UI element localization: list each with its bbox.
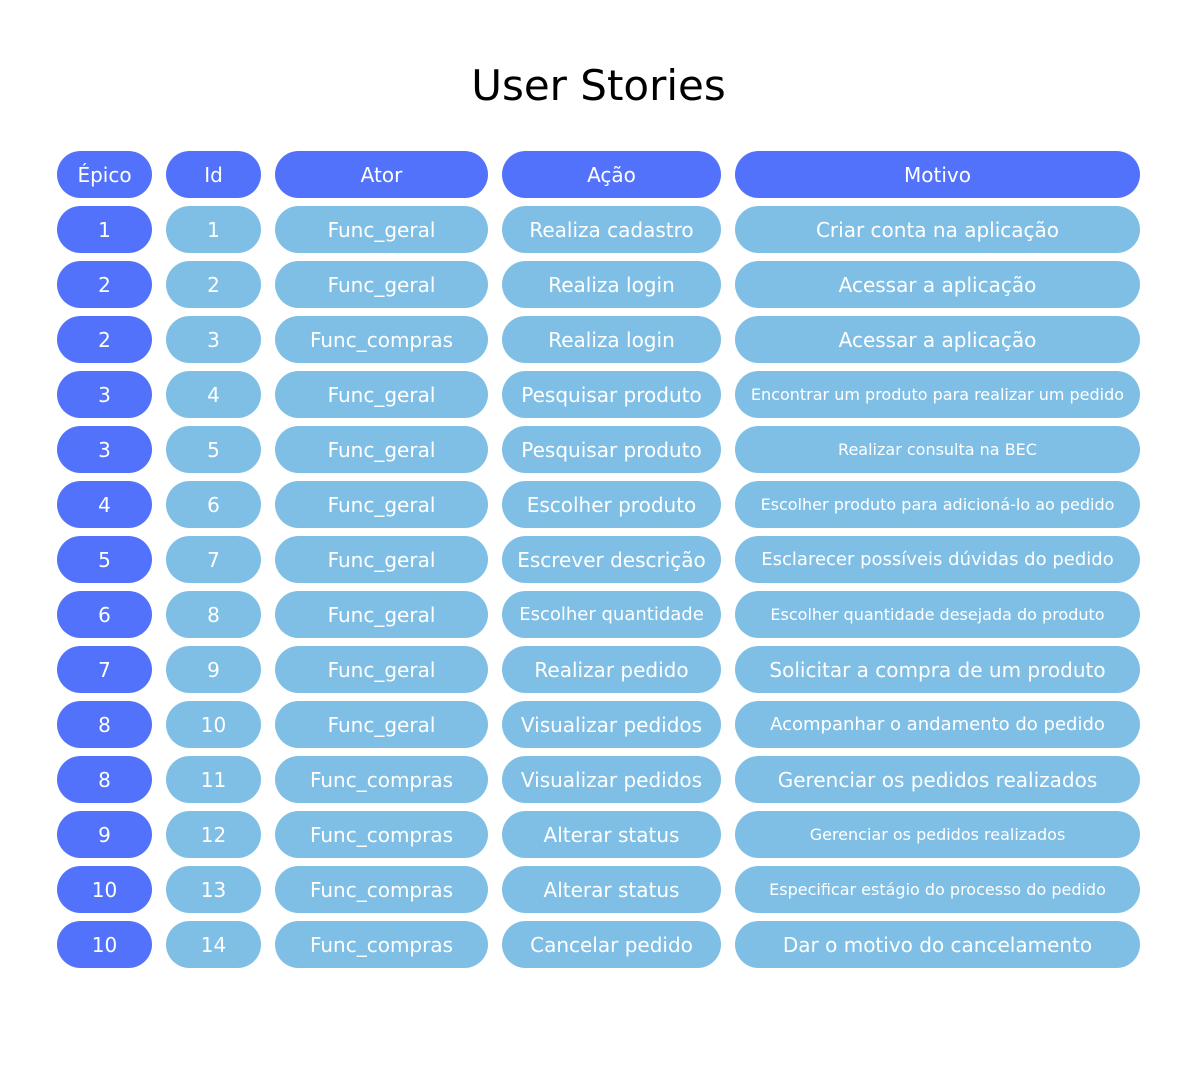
cell-id: 9 xyxy=(166,646,261,693)
cell-ator: Func_compras xyxy=(275,316,488,363)
header-acao: Ação xyxy=(502,151,721,198)
cell-acao: Alterar status xyxy=(502,811,721,858)
cell-motivo: Acessar a aplicação xyxy=(735,316,1140,363)
cell-ator: Func_geral xyxy=(275,481,488,528)
cell-id: 1 xyxy=(166,206,261,253)
cell-epico: 4 xyxy=(57,481,152,528)
cell-acao: Realiza login xyxy=(502,316,721,363)
cell-motivo: Solicitar a compra de um produto xyxy=(735,646,1140,693)
cell-acao: Pesquisar produto xyxy=(502,371,721,418)
cell-acao: Realiza cadastro xyxy=(502,206,721,253)
header-id: Id xyxy=(166,151,261,198)
cell-epico: 6 xyxy=(57,591,152,638)
cell-id: 3 xyxy=(166,316,261,363)
header-ator: Ator xyxy=(275,151,488,198)
cell-motivo: Encontrar um produto para realizar um pe… xyxy=(735,371,1140,418)
cell-acao: Escolher quantidade xyxy=(502,591,721,638)
cell-id: 13 xyxy=(166,866,261,913)
cell-ator: Func_compras xyxy=(275,811,488,858)
cell-motivo: Realizar consulta na BEC xyxy=(735,426,1140,473)
cell-epico: 10 xyxy=(57,866,152,913)
cell-acao: Alterar status xyxy=(502,866,721,913)
cell-acao: Escolher produto xyxy=(502,481,721,528)
cell-motivo: Gerenciar os pedidos realizados xyxy=(735,811,1140,858)
cell-acao: Visualizar pedidos xyxy=(502,701,721,748)
user-stories-table: Épico Id Ator Ação Motivo 1 1 Func_geral… xyxy=(57,151,1140,968)
cell-motivo: Dar o motivo do cancelamento xyxy=(735,921,1140,968)
cell-motivo: Escolher quantidade desejada do produto xyxy=(735,591,1140,638)
cell-ator: Func_geral xyxy=(275,536,488,583)
cell-motivo: Acessar a aplicação xyxy=(735,261,1140,308)
cell-motivo: Esclarecer possíveis dúvidas do pedido xyxy=(735,536,1140,583)
cell-ator: Func_geral xyxy=(275,426,488,473)
cell-epico: 3 xyxy=(57,426,152,473)
header-motivo: Motivo xyxy=(735,151,1140,198)
cell-id: 2 xyxy=(166,261,261,308)
cell-epico: 3 xyxy=(57,371,152,418)
header-epico: Épico xyxy=(57,151,152,198)
cell-epico: 1 xyxy=(57,206,152,253)
cell-acao: Pesquisar produto xyxy=(502,426,721,473)
cell-id: 5 xyxy=(166,426,261,473)
cell-epico: 8 xyxy=(57,756,152,803)
cell-id: 8 xyxy=(166,591,261,638)
cell-epico: 8 xyxy=(57,701,152,748)
page-title: User Stories xyxy=(471,61,726,110)
cell-motivo: Acompanhar o andamento do pedido xyxy=(735,701,1140,748)
cell-motivo: Gerenciar os pedidos realizados xyxy=(735,756,1140,803)
cell-ator: Func_geral xyxy=(275,371,488,418)
cell-epico: 5 xyxy=(57,536,152,583)
cell-ator: Func_geral xyxy=(275,646,488,693)
cell-ator: Func_geral xyxy=(275,701,488,748)
cell-id: 6 xyxy=(166,481,261,528)
cell-id: 11 xyxy=(166,756,261,803)
cell-ator: Func_geral xyxy=(275,206,488,253)
cell-acao: Realiza login xyxy=(502,261,721,308)
cell-epico: 7 xyxy=(57,646,152,693)
cell-acao: Realizar pedido xyxy=(502,646,721,693)
cell-id: 14 xyxy=(166,921,261,968)
cell-motivo: Especificar estágio do processo do pedid… xyxy=(735,866,1140,913)
cell-ator: Func_geral xyxy=(275,261,488,308)
cell-acao: Cancelar pedido xyxy=(502,921,721,968)
cell-id: 10 xyxy=(166,701,261,748)
cell-id: 12 xyxy=(166,811,261,858)
cell-epico: 9 xyxy=(57,811,152,858)
cell-motivo: Escolher produto para adicioná-lo ao ped… xyxy=(735,481,1140,528)
cell-ator: Func_compras xyxy=(275,921,488,968)
cell-epico: 10 xyxy=(57,921,152,968)
cell-id: 7 xyxy=(166,536,261,583)
cell-ator: Func_compras xyxy=(275,756,488,803)
cell-acao: Visualizar pedidos xyxy=(502,756,721,803)
cell-epico: 2 xyxy=(57,261,152,308)
cell-epico: 2 xyxy=(57,316,152,363)
cell-ator: Func_compras xyxy=(275,866,488,913)
cell-motivo: Criar conta na aplicação xyxy=(735,206,1140,253)
cell-id: 4 xyxy=(166,371,261,418)
cell-acao: Escrever descrição xyxy=(502,536,721,583)
cell-ator: Func_geral xyxy=(275,591,488,638)
